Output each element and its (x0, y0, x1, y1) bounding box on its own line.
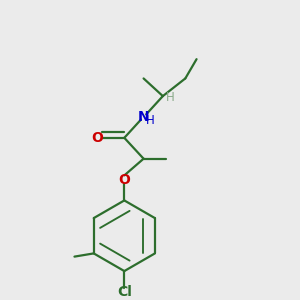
Text: Cl: Cl (117, 285, 132, 299)
Text: H: H (166, 91, 175, 104)
Text: H: H (146, 114, 155, 127)
Text: O: O (92, 131, 103, 145)
Text: N: N (138, 110, 149, 124)
Text: O: O (118, 172, 130, 187)
